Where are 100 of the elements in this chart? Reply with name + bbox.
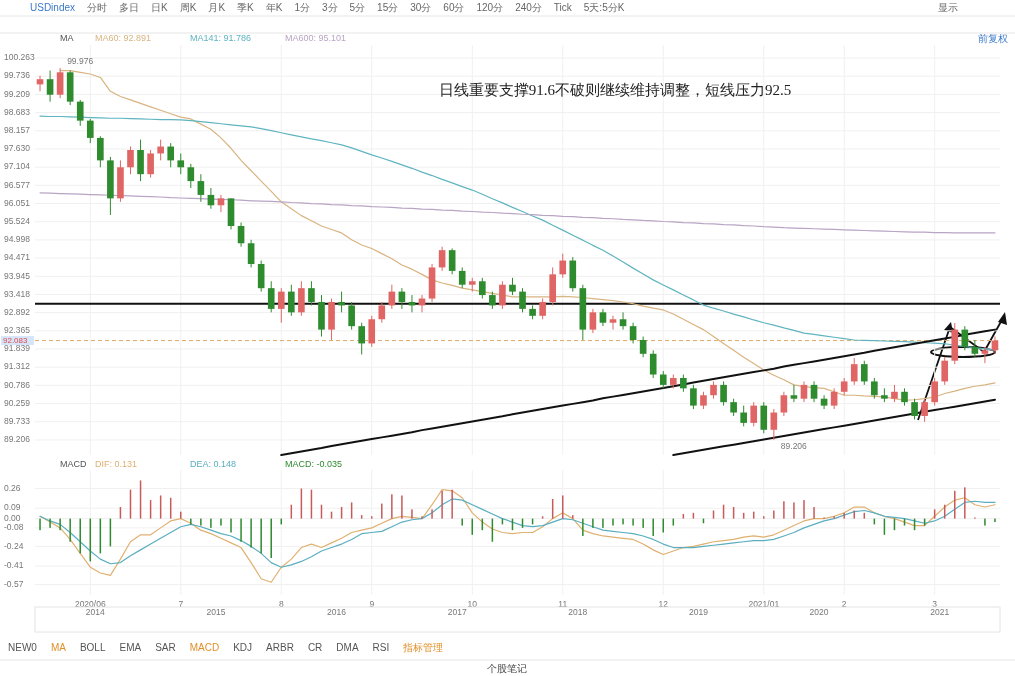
candlestick (277, 287, 285, 324)
candlestick (850, 357, 858, 386)
text: 指标管理 (402, 641, 444, 653)
text: 30分 (410, 1, 432, 13)
candlestick (147, 149, 154, 179)
candlestick (800, 380, 808, 403)
candlestick (86, 118, 94, 144)
candlestick (629, 322, 637, 344)
candlestick (720, 380, 727, 407)
text: CR (307, 641, 323, 653)
y-tick-label: -0.41 (4, 560, 24, 571)
y-tick-label: 0.26 (4, 482, 21, 493)
line-series (280, 328, 996, 456)
candlestick (499, 280, 506, 310)
text: 2020 (809, 607, 829, 618)
y-tick-label: 92.892 (4, 306, 31, 317)
candlestick (690, 384, 697, 410)
text: MACD (60, 459, 87, 470)
text: BOLL (79, 641, 106, 653)
candlestick (921, 398, 928, 423)
text: 月K (208, 1, 226, 13)
candlestick (750, 401, 758, 427)
candlestick (871, 377, 878, 400)
text: ARBR (266, 641, 294, 653)
candlestick (458, 266, 466, 289)
y-tick-label: -0.24 (4, 540, 24, 551)
text: USDindex (30, 1, 76, 13)
x-tick-label: 3 (932, 599, 938, 610)
y-tick-label: -0.57 (4, 578, 24, 589)
text: 5天:5分K (583, 1, 625, 13)
candlestick (810, 380, 818, 403)
candlestick (790, 384, 798, 403)
candlestick (981, 346, 989, 364)
candlestick (589, 308, 597, 334)
candlestick (358, 322, 366, 355)
y-tick-label: 96.577 (4, 179, 31, 190)
y-tick-label: 0.09 (4, 502, 21, 513)
candlestick (348, 301, 355, 331)
candlestick (247, 239, 255, 268)
text: MA60: 92.891 (95, 33, 152, 44)
text: MA600: 95.101 (285, 33, 347, 44)
annotation: 89.206 (780, 441, 808, 452)
x-tick-label: 11 (558, 599, 568, 610)
line-series (39, 192, 996, 234)
candlestick (780, 391, 788, 417)
text: 季K (237, 1, 255, 13)
candlestick (448, 247, 456, 275)
candlestick (971, 339, 979, 358)
candlestick (941, 356, 949, 386)
candlestick (127, 146, 134, 175)
candlestick (267, 280, 275, 313)
text: NEW0 (8, 641, 38, 653)
text: 2021 (930, 607, 950, 618)
candlestick (911, 398, 918, 420)
text: 周K (179, 1, 197, 13)
candlestick (217, 194, 225, 213)
y-tick-label: 100.263 (4, 52, 35, 63)
y-tick-label: 91.839 (4, 343, 31, 354)
text: MA (60, 33, 74, 44)
text: 显示 (938, 1, 958, 13)
candlestick (639, 336, 647, 358)
y-tick-label: 0.00 (4, 512, 21, 523)
text: 2015 (206, 607, 226, 618)
text: EMA (119, 641, 142, 653)
text: MA (50, 641, 67, 653)
text: 120分 (476, 1, 504, 13)
y-tick-label: 96.051 (4, 197, 31, 208)
y-tick-label: -0.08 (4, 522, 24, 533)
candlestick (338, 291, 345, 313)
candlestick (619, 311, 627, 331)
x-tick-label: 9 (369, 599, 375, 610)
candlestick (479, 277, 486, 300)
text: 240分 (515, 1, 542, 13)
text: 多日 (119, 1, 140, 13)
candlestick (97, 135, 104, 168)
y-tick-label: 90.786 (4, 379, 31, 390)
y-tick-label: 91.312 (4, 361, 31, 372)
text: 分时 (87, 1, 108, 13)
x-tick-label: 2021/01 (748, 599, 780, 610)
candlestick (76, 99, 84, 127)
candlestick (740, 405, 747, 427)
candlestick (187, 163, 195, 189)
x-tick-label: 2020/06 (74, 599, 106, 610)
candlestick (931, 377, 938, 407)
text: 2019 (688, 607, 709, 618)
candlestick (539, 298, 546, 320)
text: MA141: 91.786 (190, 33, 252, 44)
text: 2018 (568, 607, 588, 618)
candlestick (830, 387, 838, 410)
y-tick-label: 97.630 (4, 143, 31, 154)
candlestick (167, 142, 175, 168)
y-tick-label: 89.206 (4, 434, 31, 445)
candlestick (46, 70, 54, 103)
text: 1分 (294, 1, 310, 13)
text: 3分 (321, 1, 338, 13)
y-tick-label: 94.998 (4, 234, 31, 245)
candlestick (197, 173, 205, 203)
y-tick-label: 90.259 (4, 397, 31, 408)
y-tick-label: 89.733 (4, 415, 31, 426)
y-tick-label: 93.418 (4, 288, 31, 299)
